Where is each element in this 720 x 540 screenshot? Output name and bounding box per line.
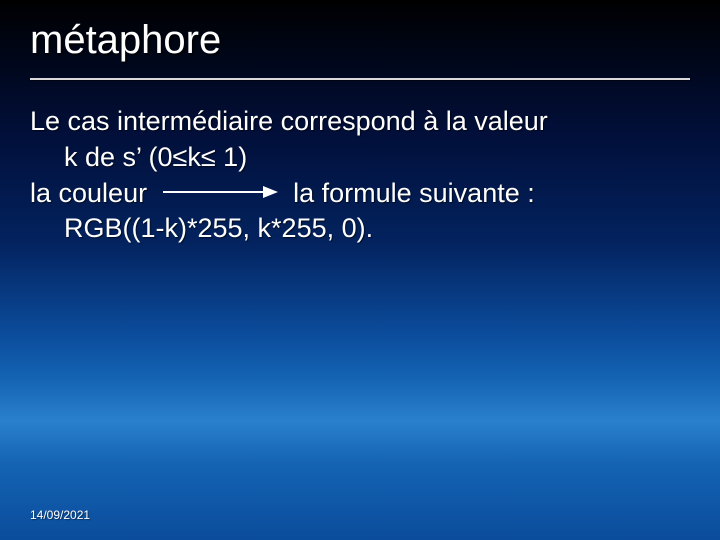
body-line-4: RGB((1-k)*255, k*255, 0). xyxy=(30,212,690,246)
body-line-3: la couleur la formule suivante : xyxy=(30,177,690,211)
slide: métaphore Le cas intermédiaire correspon… xyxy=(0,0,720,540)
slide-title: métaphore xyxy=(30,18,690,63)
body-line-1: Le cas intermédiaire correspond à la val… xyxy=(30,105,690,139)
slide-date: 14/09/2021 xyxy=(30,508,90,522)
arrow-icon xyxy=(163,185,278,199)
body-line-3-after: la formule suivante : xyxy=(293,178,535,208)
slide-body: Le cas intermédiaire correspond à la val… xyxy=(30,105,690,248)
title-divider xyxy=(30,78,690,80)
body-line-2: k de s’ (0≤k≤ 1) xyxy=(30,141,690,175)
body-line-3-before: la couleur xyxy=(30,178,147,208)
